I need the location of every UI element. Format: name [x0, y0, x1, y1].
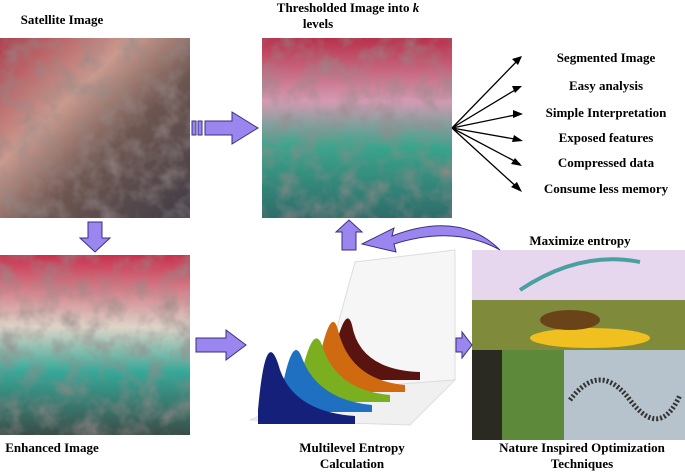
thresholded-image — [262, 38, 452, 218]
satellite-label: Satellite Image — [21, 12, 104, 27]
arrows — [78, 56, 523, 361]
output-item: Exposed features — [559, 130, 654, 145]
maximize-label: Maximize entropy — [529, 233, 631, 248]
entropy-label: Multilevel Entropy Calculation — [299, 440, 405, 471]
entropy-plot — [249, 249, 457, 426]
output-item: Consume less memory — [544, 181, 669, 196]
thresholded-label: Thresholded Image into k levels — [277, 0, 420, 31]
output-item: Compressed data — [558, 155, 655, 170]
output-item: Easy analysis — [569, 78, 643, 93]
nature-images — [472, 250, 685, 440]
enhanced-label: Enhanced Image — [5, 440, 99, 455]
nature-label: Nature Inspired Optimization Techniques — [499, 440, 665, 471]
output-item: Segmented Image — [557, 50, 656, 65]
enhanced-image — [0, 255, 190, 435]
satellite-image — [0, 38, 190, 218]
output-item: Simple Interpretation — [546, 105, 667, 120]
output-list: Segmented Image Easy analysis Simple Inter… — [544, 50, 669, 196]
